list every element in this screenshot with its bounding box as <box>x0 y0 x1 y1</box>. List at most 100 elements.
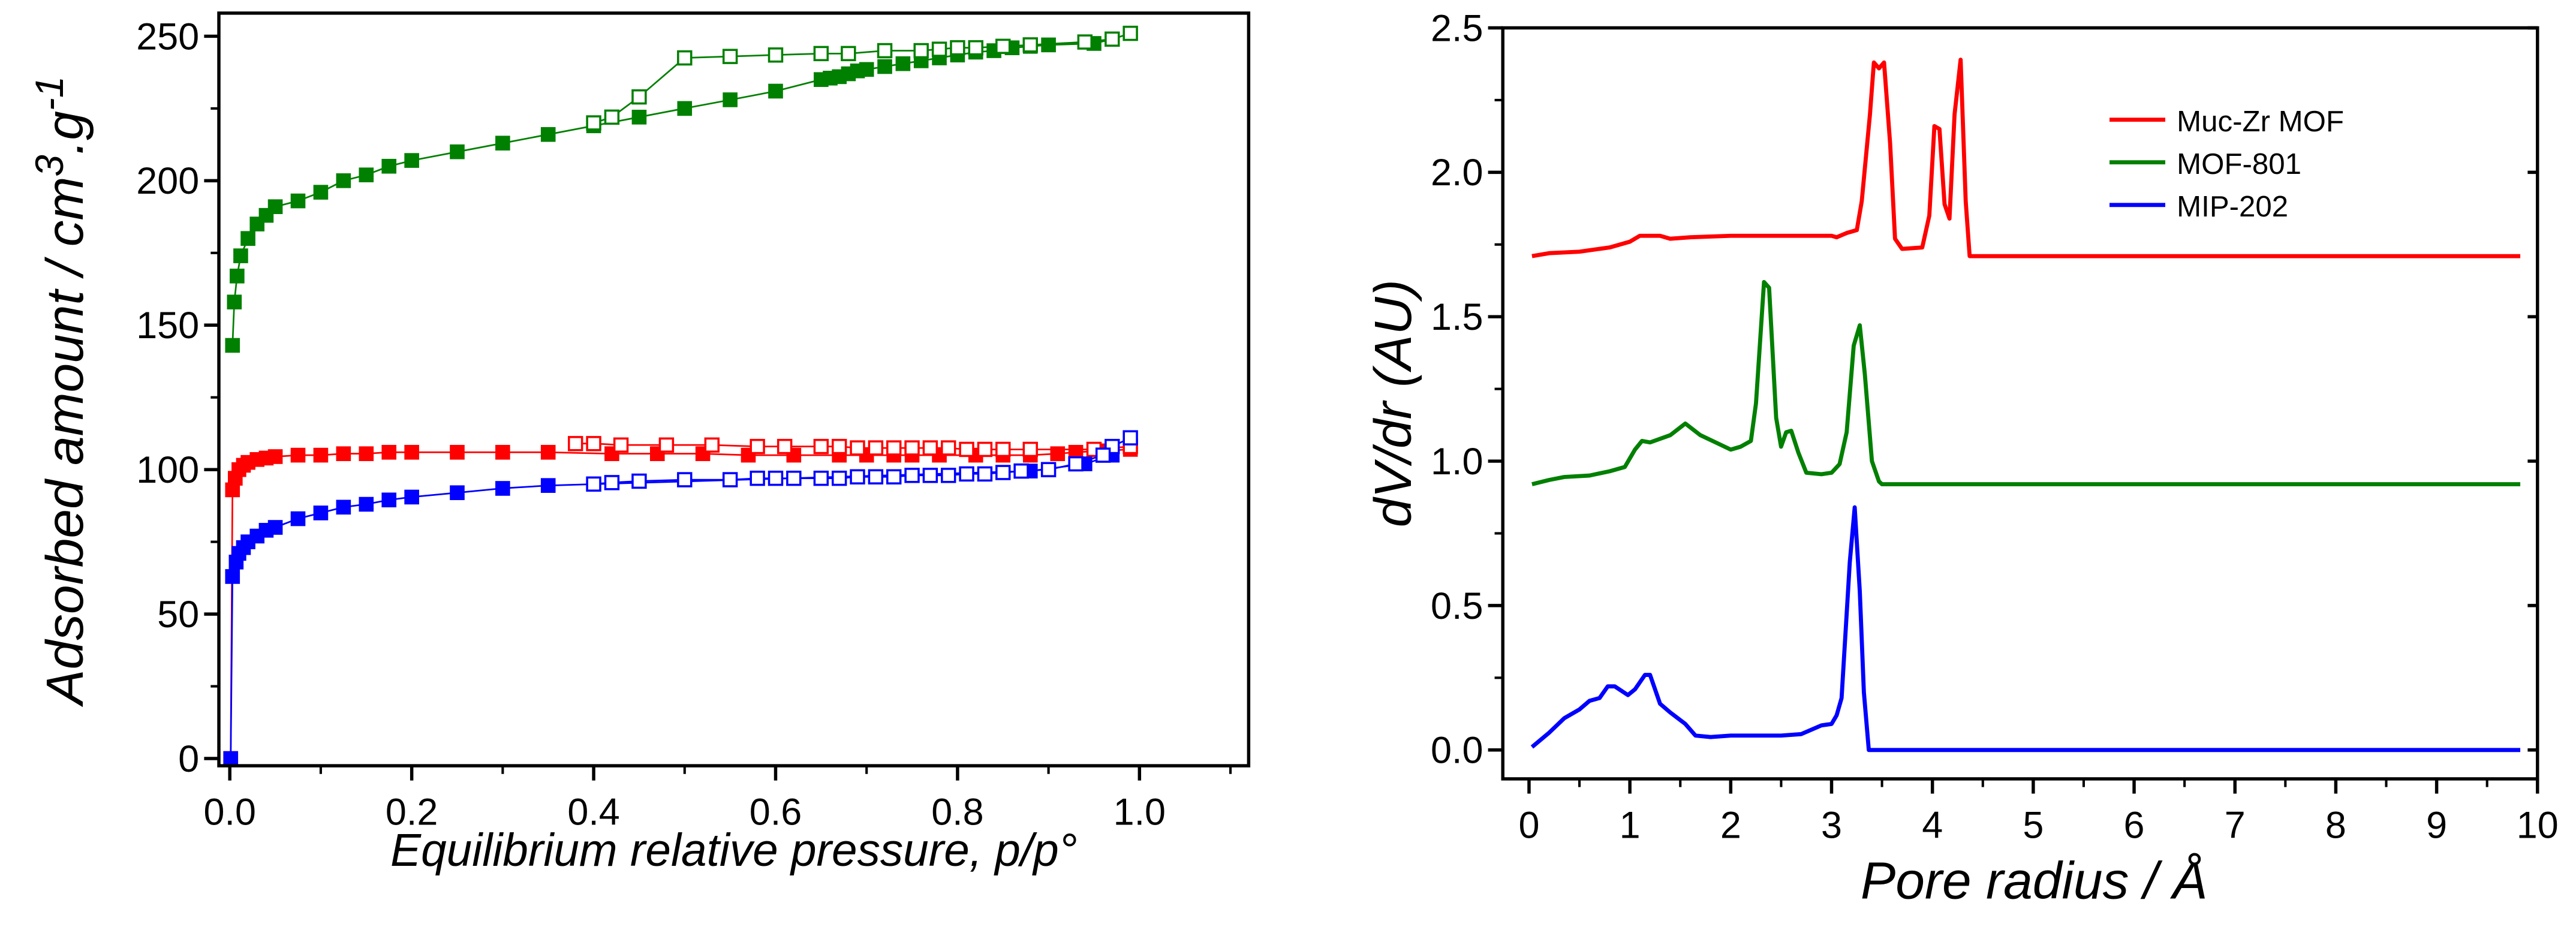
adsorption-point <box>381 158 397 174</box>
y-tick-label: 0.0 <box>1431 730 1483 772</box>
adsorption-point <box>313 505 329 520</box>
adsorption-point <box>450 444 465 460</box>
desorption-point <box>813 438 829 455</box>
y-tick-label: 250 <box>136 16 199 58</box>
desorption-point <box>1022 441 1038 458</box>
desorption-point <box>868 440 884 456</box>
adsorption-point <box>313 185 329 200</box>
desorption-point <box>922 468 938 483</box>
adsorption-point <box>359 446 374 461</box>
y-tick-label: 1.5 <box>1431 296 1483 338</box>
adsorption-point <box>290 511 306 526</box>
desorption-point <box>995 465 1011 480</box>
adsorption-point <box>336 173 351 188</box>
adsorption-point <box>267 199 283 215</box>
adsorption-point <box>381 492 397 508</box>
adsorption-point <box>450 485 465 501</box>
adsorption-point <box>267 449 283 464</box>
x-tick-label: 2 <box>1720 804 1741 846</box>
adsorption-point <box>723 92 738 107</box>
adsorption-point <box>227 294 242 310</box>
desorption-point <box>877 43 893 59</box>
desorption-point <box>1068 456 1084 472</box>
desorption-point <box>777 438 793 455</box>
desorption-point <box>1105 31 1120 47</box>
right-plot-frame <box>1501 26 2539 781</box>
x-tick-label: 0 <box>1518 804 1539 846</box>
adsorption-point <box>359 167 374 183</box>
y-tick-label: 100 <box>136 449 199 491</box>
adsorption-point <box>240 231 255 246</box>
desorption-point <box>922 440 938 456</box>
left-plot-frame <box>217 11 1251 768</box>
y-tick-label: 0.5 <box>1431 585 1483 627</box>
desorption-point <box>613 437 629 453</box>
isotherm-plot: 0.0 0.2 0.4 0.6 0.8 1.0 0 50 100 150 200 250 Equili… <box>28 11 1251 876</box>
x-tick-label: 5 <box>2023 804 2044 846</box>
x-tick-label: 9 <box>2426 804 2447 846</box>
desorption-point <box>1123 25 1138 41</box>
desorption-point <box>941 468 956 483</box>
desorption-point <box>931 41 947 57</box>
legend-label: MIP-202 <box>2177 190 2288 223</box>
desorption-point <box>768 470 784 486</box>
desorption-point <box>1123 430 1138 446</box>
desorption-point <box>586 436 601 452</box>
x-tick-label: 0.6 <box>750 791 802 833</box>
adsorption-point <box>1050 446 1066 461</box>
y-tick-label: 2.5 <box>1431 7 1483 49</box>
y-tick-label: 2.0 <box>1431 152 1483 194</box>
adsorption-point <box>404 153 419 168</box>
series-line-mip-202 <box>1530 505 2521 753</box>
adsorption-point <box>290 447 306 463</box>
desorption-point <box>886 469 902 484</box>
adsorption-point <box>540 478 556 493</box>
pore-size-distribution-plot: 0 1 2 3 4 5 6 7 8 9 10 0.0 0.5 1.0 1.5 2.0 2.5 Pore radi… <box>1364 7 2559 910</box>
adsorption-point <box>859 62 874 77</box>
desorption-point <box>904 468 920 483</box>
adsorption-point <box>233 248 248 263</box>
desorption-point <box>677 50 693 66</box>
desorption-point <box>786 470 802 486</box>
adsorption-point <box>895 56 911 71</box>
x-tick-label: 1.0 <box>1114 791 1166 833</box>
desorption-point <box>831 470 847 486</box>
adsorption-point <box>225 338 240 353</box>
desorption-point <box>704 437 720 453</box>
x-tick-label: 0.0 <box>204 791 256 833</box>
desorption-point <box>722 472 738 487</box>
desorption-point <box>850 440 865 456</box>
y-tick-label: 150 <box>136 305 199 347</box>
legend-label: MOF-801 <box>2177 148 2301 180</box>
adsorption-point <box>336 446 351 461</box>
desorption-point <box>631 473 647 489</box>
adsorption-point <box>336 499 351 515</box>
left-y-axis-label: Adsorbed amount / cm3.g-1 <box>28 76 94 708</box>
x-tick-label: 0.8 <box>931 791 983 833</box>
adsorption-point <box>225 569 240 584</box>
adsorption-point <box>450 144 465 159</box>
y-tick-label: 0 <box>178 738 199 780</box>
desorption-point <box>904 440 920 456</box>
adsorption-point <box>404 489 419 505</box>
desorption-point <box>604 109 620 125</box>
x-tick-label: 1 <box>1620 804 1641 846</box>
desorption-point <box>631 89 647 105</box>
adsorption-point <box>359 496 374 512</box>
x-tick-label: 6 <box>2124 804 2145 846</box>
adsorption-point <box>877 59 892 74</box>
desorption-point <box>568 436 583 452</box>
desorption-point <box>941 440 956 456</box>
adsorption-point <box>540 444 556 460</box>
adsorption-point <box>267 520 283 535</box>
desorption-point <box>813 46 829 62</box>
x-tick-label: 0.2 <box>386 791 438 833</box>
desorption-point <box>1095 447 1111 463</box>
adsorption-point <box>495 481 510 496</box>
x-tick-label: 3 <box>1821 804 1842 846</box>
series-line-mof-801 <box>1531 279 2521 486</box>
desorption-point <box>750 438 765 455</box>
desorption-point <box>768 47 784 63</box>
desorption-point <box>841 46 856 62</box>
